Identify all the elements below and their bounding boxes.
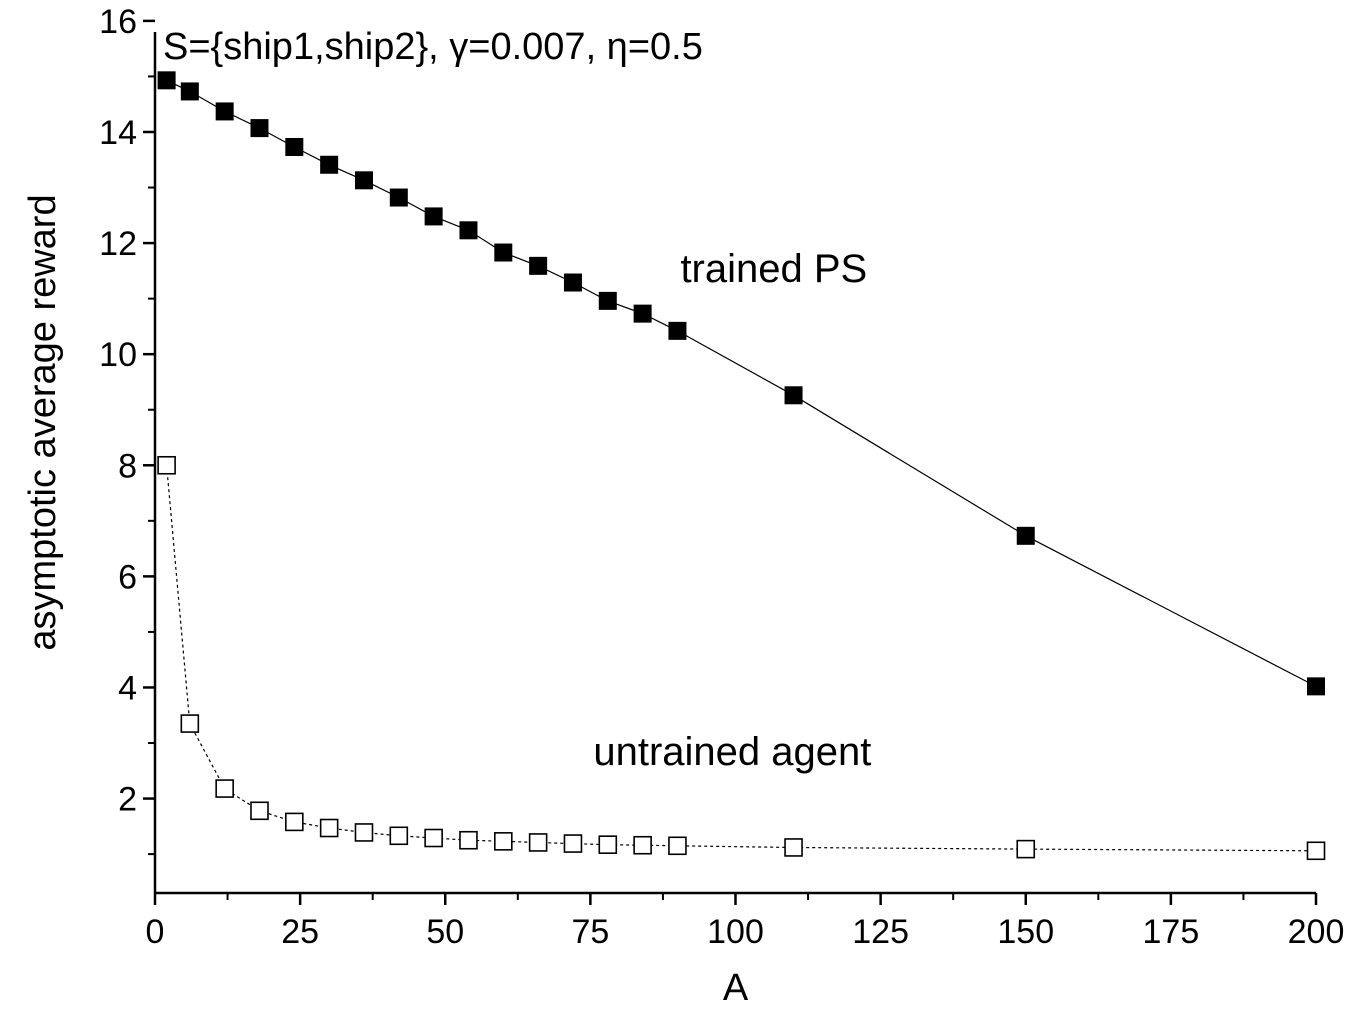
data-point bbox=[250, 119, 269, 138]
data-point bbox=[424, 207, 443, 226]
data-point bbox=[389, 826, 409, 846]
data-point bbox=[354, 171, 373, 190]
data-point bbox=[319, 818, 339, 838]
data-point bbox=[157, 71, 176, 90]
data-point bbox=[320, 155, 339, 174]
data-point bbox=[668, 836, 687, 856]
x-tick-label: 200 bbox=[1288, 913, 1345, 951]
data-point bbox=[459, 830, 478, 850]
data-point bbox=[633, 304, 652, 323]
x-tick-label: 100 bbox=[707, 913, 764, 951]
data-point bbox=[285, 137, 304, 156]
series-line bbox=[166, 465, 1317, 852]
series-untrained-agent bbox=[157, 455, 1326, 861]
data-point bbox=[1306, 841, 1326, 861]
data-point bbox=[215, 779, 234, 798]
x-tick-label: 50 bbox=[426, 913, 464, 951]
data-point bbox=[784, 386, 803, 405]
data-point bbox=[1016, 839, 1036, 859]
data-point bbox=[389, 188, 408, 207]
x-axis-title: A bbox=[723, 967, 749, 1009]
y-tick-label: 6 bbox=[118, 558, 137, 596]
series-layer bbox=[157, 71, 1326, 861]
x-tick-label: 175 bbox=[1143, 913, 1200, 951]
y-axis-title: asymptotic average reward bbox=[22, 194, 64, 650]
data-point bbox=[528, 833, 548, 852]
x-tick-label: 0 bbox=[146, 913, 165, 951]
data-point bbox=[598, 835, 618, 854]
x-tick-label: 150 bbox=[997, 913, 1054, 951]
y-tick-label: 4 bbox=[118, 669, 137, 707]
annotation-label: untrained agent bbox=[593, 730, 871, 774]
y-tick-label: 8 bbox=[118, 447, 137, 485]
data-point bbox=[250, 801, 269, 821]
data-point bbox=[563, 273, 582, 292]
data-point bbox=[215, 102, 234, 121]
annotation-layer: trained PS untrained agent bbox=[593, 247, 871, 774]
data-point bbox=[598, 291, 617, 310]
data-point bbox=[563, 834, 583, 853]
y-axis-ticks: 2 4 6 8 10 12 14 16 bbox=[99, 3, 155, 856]
series-trained-ps bbox=[157, 71, 1325, 696]
data-point bbox=[180, 714, 200, 733]
data-point bbox=[493, 832, 513, 851]
data-point bbox=[424, 828, 443, 848]
data-point bbox=[668, 321, 687, 340]
x-axis-ticks: 0 25 50 75 100 125 150 175 200 bbox=[146, 893, 1345, 951]
data-point bbox=[529, 256, 548, 275]
data-point bbox=[354, 823, 374, 842]
data-point bbox=[157, 455, 176, 475]
data-point bbox=[784, 838, 803, 857]
annotation-label: trained PS bbox=[680, 247, 867, 291]
y-tick-label: 12 bbox=[99, 225, 137, 263]
y-tick-label: 16 bbox=[99, 3, 137, 41]
x-tick-label: 125 bbox=[852, 913, 909, 951]
data-point bbox=[285, 812, 304, 832]
chart-title: S={ship1,ship2}, γ=0.007, η=0.5 bbox=[163, 26, 703, 68]
x-tick-label: 25 bbox=[281, 913, 319, 951]
y-tick-label: 10 bbox=[99, 336, 137, 374]
y-tick-label: 14 bbox=[99, 114, 137, 152]
data-point bbox=[494, 243, 513, 262]
data-point bbox=[633, 835, 652, 855]
data-point bbox=[180, 82, 199, 101]
data-point bbox=[1016, 526, 1035, 545]
series-line bbox=[166, 79, 1317, 687]
y-tick-label: 2 bbox=[118, 781, 137, 819]
x-tick-label: 75 bbox=[571, 913, 609, 951]
data-point bbox=[1307, 677, 1325, 696]
data-point bbox=[459, 221, 478, 240]
